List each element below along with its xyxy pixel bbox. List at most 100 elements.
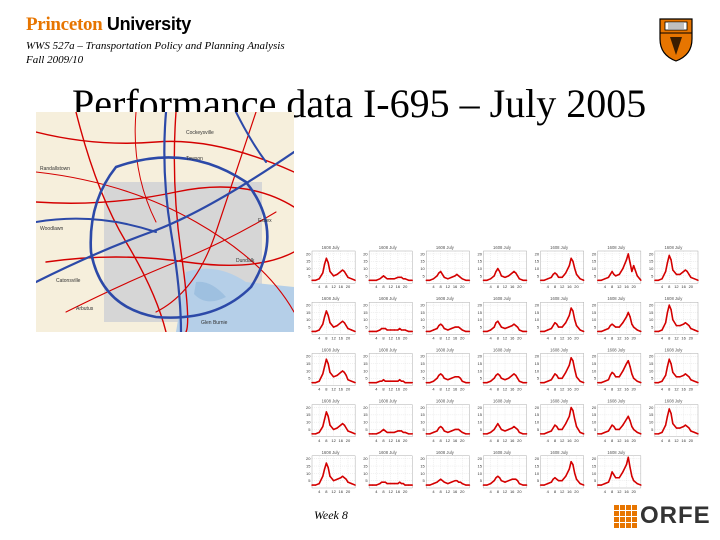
- panel-11-point-16: [583, 330, 585, 333]
- panel-23-ytick-2: 15: [420, 412, 425, 417]
- panel-29-point-8: [390, 482, 392, 485]
- panel-8-xtick-1: 8: [382, 335, 385, 340]
- panel-title-16: 1608 July: [436, 347, 455, 352]
- panel-5-point-13: [631, 270, 633, 273]
- panel-27-xtick-3: 16: [681, 438, 686, 443]
- panel-13-point-8: [675, 324, 678, 327]
- panel-15-point-3: [379, 380, 381, 382]
- panel-3-point-10: [511, 272, 513, 274]
- panel-11-xtick-2: 12: [560, 335, 565, 340]
- panel-33-xtick-4: 20: [631, 489, 636, 494]
- panel-27-point-6: [670, 412, 672, 415]
- panel-17-point-2: [489, 380, 492, 382]
- panel-9-point-11: [456, 326, 458, 328]
- panel-16-point-11: [456, 376, 458, 378]
- panel-26-point-3: [607, 430, 610, 432]
- panel-13-ytick-0: 5: [651, 324, 654, 329]
- map-label-3: Woodlawn: [40, 226, 63, 232]
- panel-22-point-3: [379, 431, 381, 434]
- panel-title-6: 1608 July: [664, 245, 683, 250]
- panel-2-point-14: [461, 278, 463, 280]
- panel-4-xtick-2: 12: [560, 284, 565, 289]
- panel-30-point-10: [454, 479, 456, 482]
- panel-7-xtick-1: 8: [325, 335, 328, 340]
- panel-33-point-12: [629, 466, 631, 469]
- panel-16-point-5: [439, 373, 442, 375]
- panel-20-point-9: [679, 376, 681, 378]
- panel-3-point-13: [516, 275, 519, 277]
- panel-6-xtick-0: 4: [661, 284, 664, 289]
- panel-23-xtick-3: 16: [453, 438, 458, 443]
- panel-7-point-1: [314, 330, 317, 333]
- panel-19-ytick-2: 15: [592, 361, 597, 366]
- panel-28-point-3: [322, 475, 324, 477]
- panel-8-point-11: [399, 327, 401, 330]
- map-road-red-2: [36, 186, 294, 208]
- panel-21-point-5: [325, 411, 328, 413]
- panel-32-point-10: [568, 468, 571, 470]
- panel-31-ytick-1: 10: [477, 471, 482, 476]
- panel-18-point-8: [561, 377, 563, 379]
- panel-15-xtick-4: 20: [403, 387, 408, 392]
- panel-21-xtick-3: 16: [339, 438, 344, 443]
- panel-28-ytick-2: 15: [306, 463, 311, 468]
- panel-27-xtick-4: 20: [689, 438, 694, 443]
- panel-21-ytick-1: 10: [306, 420, 311, 425]
- panel-28-xtick-1: 8: [325, 489, 328, 494]
- panel-31-point-2: [489, 482, 492, 485]
- panel-25-point-5: [554, 424, 556, 426]
- panel-28-point-8: [332, 479, 335, 482]
- panel-20-point-7: [672, 371, 674, 374]
- panel-2-xtick-2: 12: [446, 284, 451, 289]
- panel-17-point-1: [486, 381, 488, 384]
- panel-title-8: 1608 July: [379, 296, 398, 301]
- panel-4-point-0: [539, 279, 542, 281]
- panel-32-point-2: [547, 482, 549, 485]
- panel-25-ytick-3: 20: [535, 405, 540, 410]
- panel-20-ytick-0: 5: [651, 376, 654, 381]
- panel-7-xtick-4: 20: [346, 335, 351, 340]
- panel-14-xtick-0: 4: [318, 387, 321, 392]
- panel-19-point-2: [604, 380, 606, 382]
- panel-16-xtick-4: 20: [460, 387, 465, 392]
- panel-title-9: 1608 July: [436, 296, 455, 301]
- panel-0-point-1: [314, 279, 317, 281]
- panel-33-point-14: [632, 479, 635, 482]
- panel-29-ytick-3: 20: [363, 456, 368, 461]
- panel-28-point-9: [336, 478, 338, 480]
- panel-15-xtick-1: 8: [382, 387, 385, 392]
- panel-13-point-1: [657, 330, 660, 333]
- panel-17-point-14: [518, 380, 521, 382]
- panel-12-point-15: [636, 329, 638, 331]
- panel-4-point-8: [561, 276, 563, 279]
- panel-33-point-1: [600, 484, 603, 486]
- panel-32-point-7: [557, 479, 560, 482]
- panel-20-point-14: [690, 379, 692, 381]
- panel-23-point-16: [468, 433, 471, 435]
- panel-13-ytick-2: 15: [649, 310, 654, 315]
- map-interstate-2: [163, 112, 183, 332]
- panel-22-point-14: [404, 431, 406, 434]
- panel-32-point-13: [574, 472, 576, 475]
- panel-5-point-11: [627, 253, 629, 255]
- panel-8-ytick-1: 10: [363, 317, 368, 322]
- panel-32-ytick-3: 20: [535, 456, 540, 461]
- panel-12-xtick-2: 12: [617, 335, 622, 340]
- panel-29-point-11: [399, 481, 401, 483]
- panel-24-ytick-3: 20: [477, 405, 482, 410]
- panel-20-point-2: [661, 380, 663, 382]
- panel-33-point-9: [622, 471, 624, 473]
- panel-14-point-2: [318, 380, 320, 382]
- panel-29-xtick-2: 12: [388, 489, 393, 494]
- panel-16-point-0: [425, 381, 427, 384]
- panel-7-point-2: [318, 329, 320, 331]
- panel-28-point-15: [350, 482, 353, 485]
- panel-22-point-11: [399, 430, 401, 432]
- panel-16-xtick-1: 8: [440, 387, 443, 392]
- panel-title-5: 1608 July: [607, 245, 626, 250]
- panel-12-point-16: [640, 330, 642, 333]
